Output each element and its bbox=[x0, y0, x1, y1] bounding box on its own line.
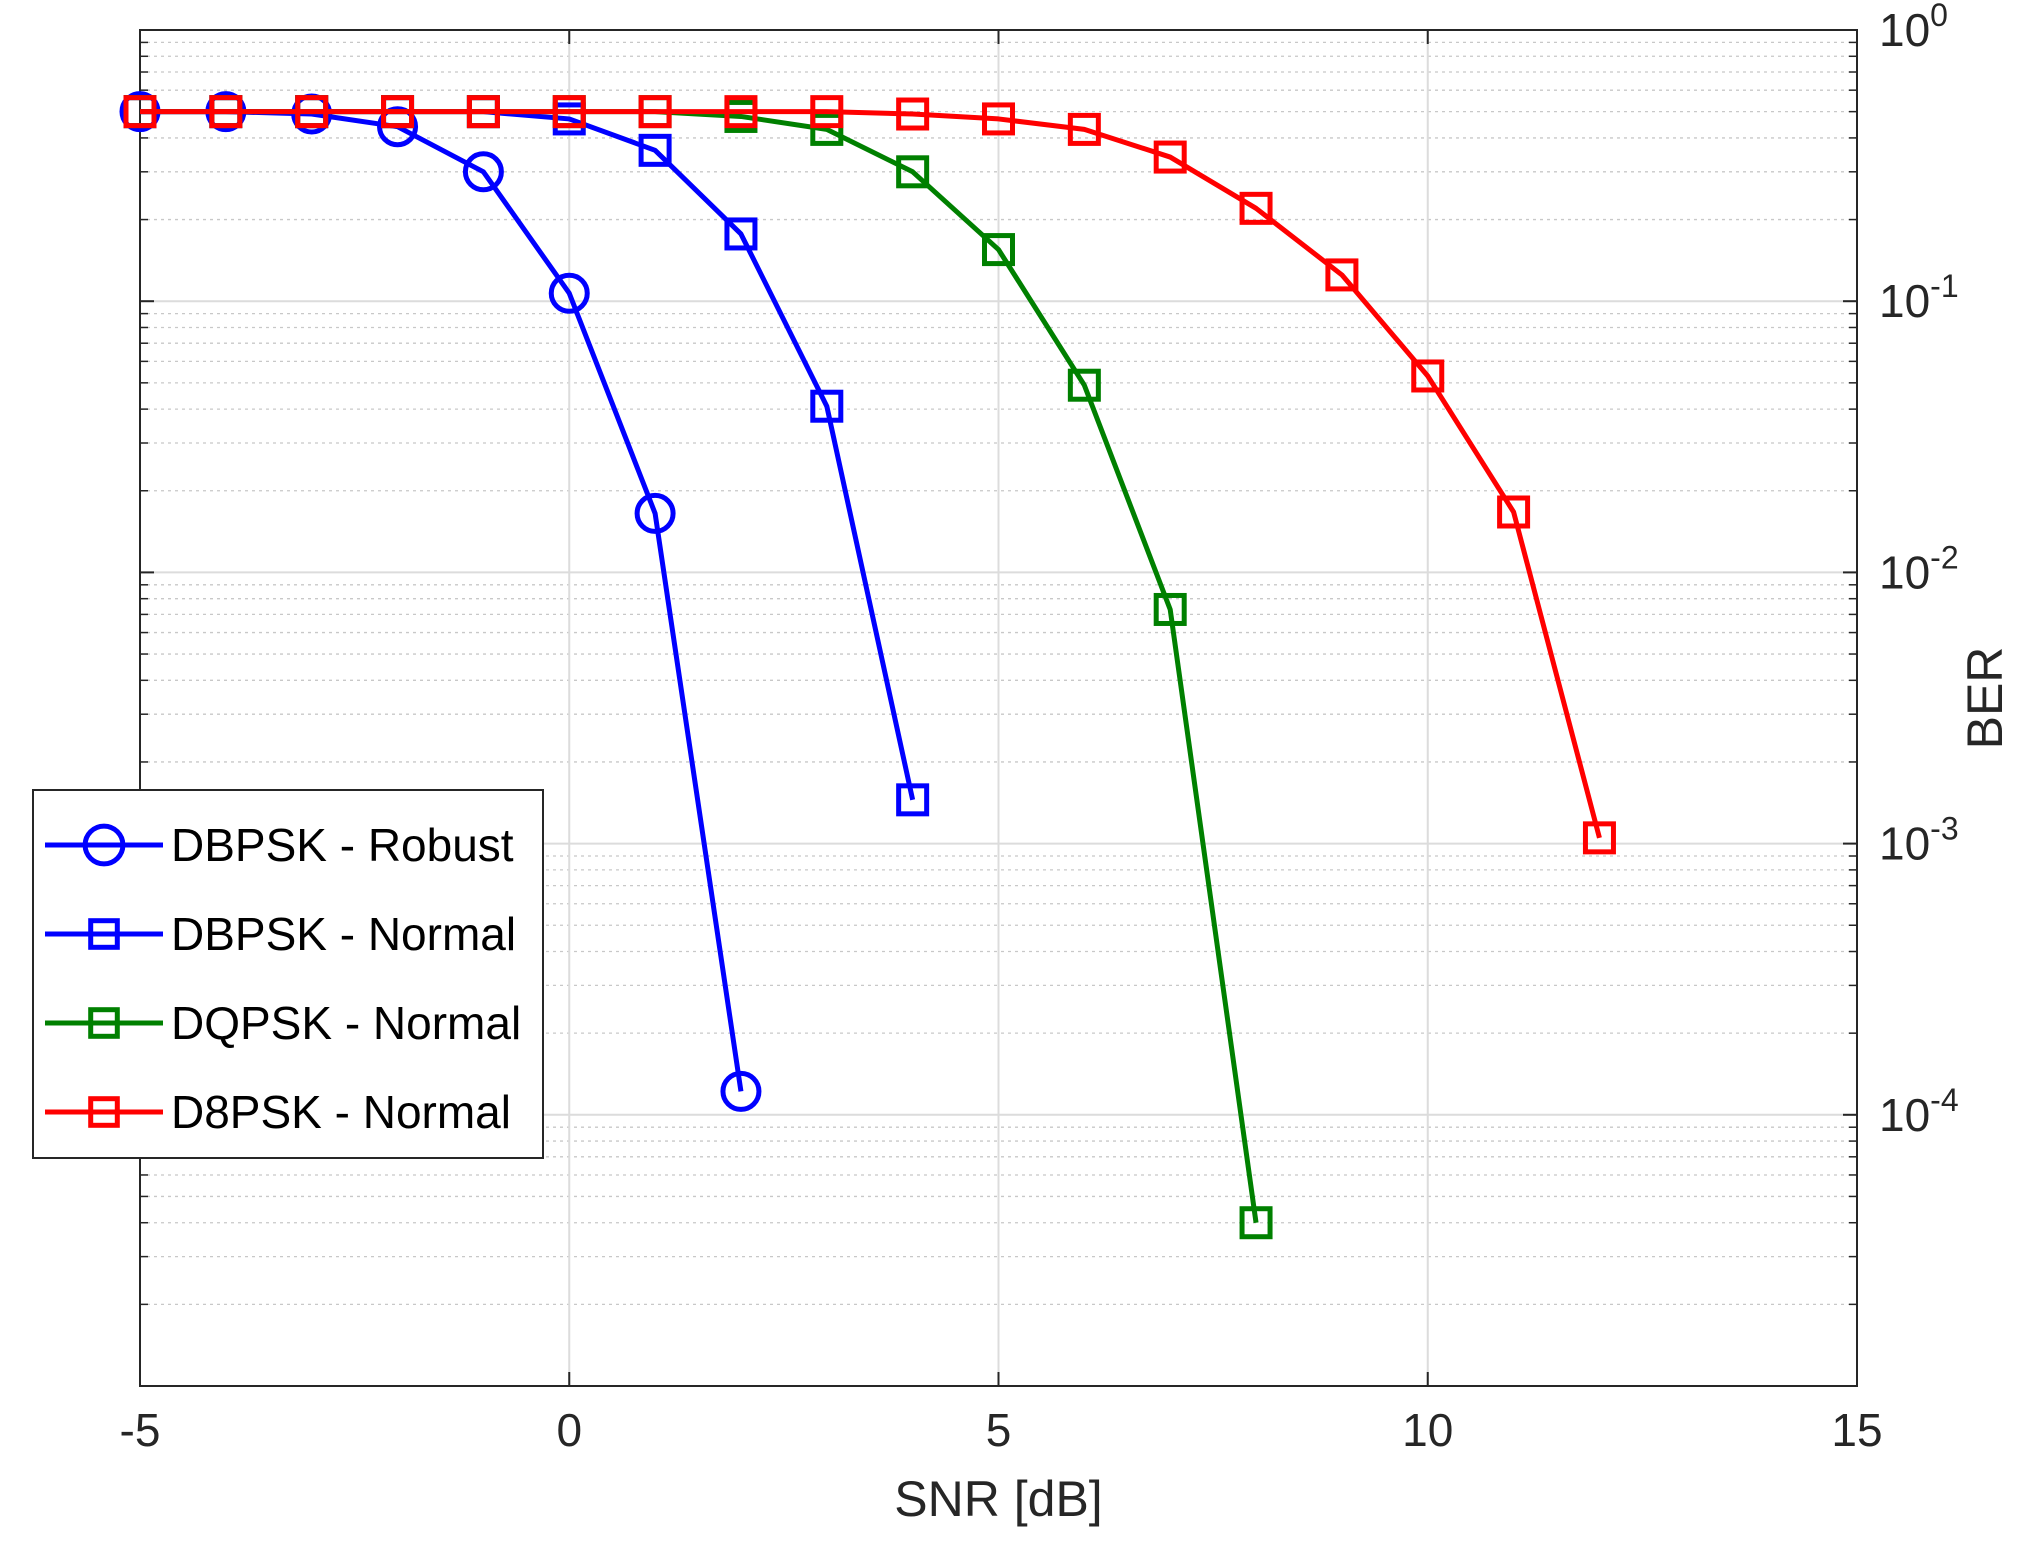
data-point bbox=[1153, 140, 1187, 174]
legend-marker bbox=[82, 823, 126, 867]
y-tick-label: 10-1 bbox=[1879, 268, 1959, 327]
series-group bbox=[119, 91, 1616, 1240]
legend-marker bbox=[88, 1096, 120, 1128]
data-point bbox=[1497, 495, 1531, 529]
legend-entry: DBPSK - Normal bbox=[45, 908, 516, 960]
legend-label: DBPSK - Normal bbox=[171, 908, 516, 960]
data-point bbox=[377, 106, 419, 148]
tick-labels: -5 0 5 10 15 100 10-1 10-2 10-3 10-4 bbox=[120, 0, 1959, 1456]
axes bbox=[139, 29, 1858, 1387]
legend-entry: DQPSK - Normal bbox=[45, 997, 521, 1049]
data-point bbox=[1067, 368, 1101, 402]
data-point bbox=[1153, 592, 1187, 626]
y-tick-label: 10-3 bbox=[1879, 811, 1959, 870]
data-point bbox=[982, 102, 1015, 136]
data-point bbox=[896, 97, 930, 131]
legend-entry: D8PSK - Normal bbox=[45, 1086, 511, 1138]
legend-marker bbox=[88, 918, 120, 950]
y-tick-label: 100 bbox=[1879, 0, 1948, 56]
data-point bbox=[1582, 821, 1616, 855]
data-point bbox=[638, 95, 672, 129]
data-point bbox=[466, 95, 500, 129]
data-point bbox=[638, 133, 672, 167]
x-tick-label: 15 bbox=[1831, 1404, 1882, 1456]
series-3 bbox=[123, 95, 1616, 855]
legend: DBPSK - Robust DBPSK - Normal DQPSK - Norm… bbox=[32, 789, 544, 1159]
data-point bbox=[209, 95, 243, 129]
data-point bbox=[810, 389, 844, 423]
legend-marker bbox=[88, 1007, 120, 1039]
data-point bbox=[552, 95, 586, 129]
y-tick-label: 10-4 bbox=[1879, 1082, 1959, 1141]
legend-entry: DBPSK - Robust bbox=[45, 819, 514, 871]
data-point bbox=[548, 272, 590, 314]
data-point bbox=[1325, 258, 1359, 292]
data-point bbox=[724, 95, 758, 129]
data-point bbox=[1239, 191, 1273, 225]
y-axis-title: BER bbox=[1957, 647, 2013, 750]
y-tick-label: 10-2 bbox=[1879, 539, 1959, 598]
data-point bbox=[1411, 359, 1445, 393]
x-tick-label: 10 bbox=[1402, 1404, 1453, 1456]
x-tick-label: 0 bbox=[556, 1404, 582, 1456]
data-point bbox=[810, 95, 844, 129]
data-point bbox=[1239, 1206, 1273, 1240]
data-point bbox=[896, 155, 930, 189]
legend-label: DBPSK - Robust bbox=[171, 819, 514, 871]
data-point bbox=[720, 1070, 762, 1112]
x-tick-label: 5 bbox=[986, 1404, 1012, 1456]
legend-label: DQPSK - Normal bbox=[171, 997, 521, 1049]
data-point bbox=[1067, 112, 1101, 146]
data-point bbox=[810, 112, 844, 146]
data-point bbox=[982, 233, 1015, 267]
x-tick-label: -5 bbox=[120, 1404, 161, 1456]
x-axis-title: SNR [dB] bbox=[894, 1471, 1102, 1527]
data-point bbox=[462, 151, 504, 193]
data-point bbox=[381, 95, 415, 129]
legend-label: D8PSK - Normal bbox=[171, 1086, 511, 1138]
data-point bbox=[123, 95, 157, 129]
data-point bbox=[634, 492, 676, 534]
data-point bbox=[724, 217, 758, 251]
data-point bbox=[295, 95, 329, 129]
data-point bbox=[896, 783, 930, 817]
